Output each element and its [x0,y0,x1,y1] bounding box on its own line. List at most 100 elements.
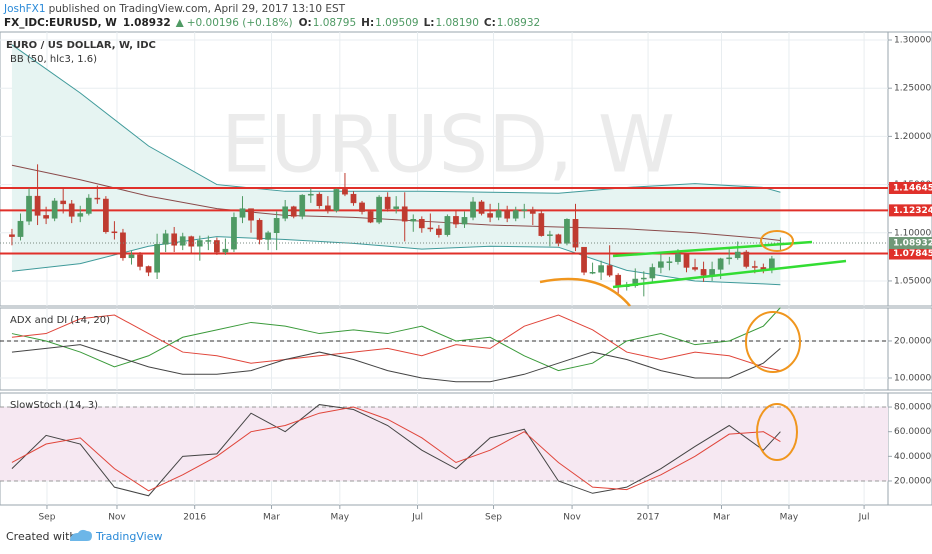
last-price: 1.08932 [123,17,171,29]
indicator-line [11,307,781,372]
trend-line [612,259,847,289]
circle-drawing [745,311,801,373]
footer-text: Created with [6,530,76,543]
candle-body [572,219,579,248]
candle-body [453,216,459,225]
x-tick-label: Mar [263,513,280,523]
candle-body [51,200,58,219]
candle-body [9,234,15,237]
candle-body [60,200,67,205]
candle-body [427,227,434,230]
candle-body [316,193,323,207]
x-tick-label: Mar [713,513,730,523]
candle-body [734,251,741,259]
candle-body [205,240,212,242]
candle-body [418,219,425,229]
y-tick-label: 20.00000 [894,336,932,346]
trend-line [612,240,813,258]
circle-drawing [756,403,798,461]
candle-body [196,240,203,247]
candle-body [162,233,169,245]
price-tag [889,247,932,260]
candle-body [529,209,536,214]
watermark: EURUSD, W [221,100,675,190]
candle-body [333,189,340,211]
footer-logo [70,529,92,541]
candle-body [94,197,101,200]
candle-body [256,219,263,240]
x-tick-label: Sep [485,513,502,523]
candle-body [675,253,681,262]
candle-body [290,206,297,217]
y-tick-label: 60.00000 [894,427,932,437]
candle-body [606,265,613,276]
candle-body [325,205,331,211]
candle-body [384,196,391,209]
ohlc-name: H: [361,17,374,29]
candle-body [342,189,348,195]
y-tick-label: 1.20000 [894,132,931,142]
y-tick-label: 1.05000 [894,276,931,286]
indicator-line [11,344,781,383]
curve-drawing [539,277,631,307]
x-tick-label: 2016 [183,513,206,523]
last-price-label: 1.08932 [893,239,932,249]
ohlc-name: L: [424,17,435,29]
y-tick-label: 1.25000 [894,84,931,94]
ohlc-value: 1.08190 [435,17,478,29]
candle-body [470,201,476,218]
candle-body [692,267,698,270]
candle-body [547,234,553,236]
ohlc-value: 1.08932 [497,17,540,29]
candle-body [393,206,400,209]
candle-body [564,219,570,244]
band-line [11,236,781,286]
pane-title: EURO / US DOLLAR, W, IDC [6,40,156,51]
x-tick-label: Jul [411,513,423,523]
x-tick-label: May [331,513,350,523]
x-tick-label: Nov [563,513,581,523]
drawings [539,230,847,461]
candle-body [299,194,306,217]
candle-body [359,202,365,212]
candle-body [179,236,186,246]
candle-body [743,251,750,267]
ohlc-value: 1.08795 [313,17,356,29]
candle-body [512,210,519,219]
candle-body [444,216,451,235]
candle-body [538,213,545,236]
pane-title: SlowStoch (14, 3) [10,400,98,411]
candle-body [188,236,195,247]
candle-body [478,201,485,214]
candle-body [17,220,24,237]
candle-body [145,266,152,273]
candle-body [717,258,724,270]
candle-body [436,228,442,235]
last-price-tag [889,237,932,250]
candle-body [769,258,775,270]
band-line [11,44,781,194]
candle-body [171,233,178,246]
candle-body [726,257,733,260]
price-tag [889,204,932,217]
candle-body [77,213,84,217]
band-area [11,44,781,285]
candle-body [376,196,382,223]
candle-body [709,269,715,276]
candle-body [239,208,246,218]
x-tick-label: Sep [38,513,55,523]
candle-body [120,232,126,259]
y-tick-label: 20.00000 [894,476,932,486]
pane-title: ADX and DI (14, 20) [10,315,110,326]
candle-body [307,193,314,196]
symbol: FX_IDC:EURUSD, W [4,17,117,29]
candle-body [248,208,254,221]
ohlc-value: 1.09509 [375,17,418,29]
candle-body [350,193,357,204]
candle-body [504,210,511,219]
footer-brand: TradingView [95,530,162,543]
candle-body [461,217,468,225]
indicator-line [11,404,781,497]
up-arrow [175,19,184,27]
